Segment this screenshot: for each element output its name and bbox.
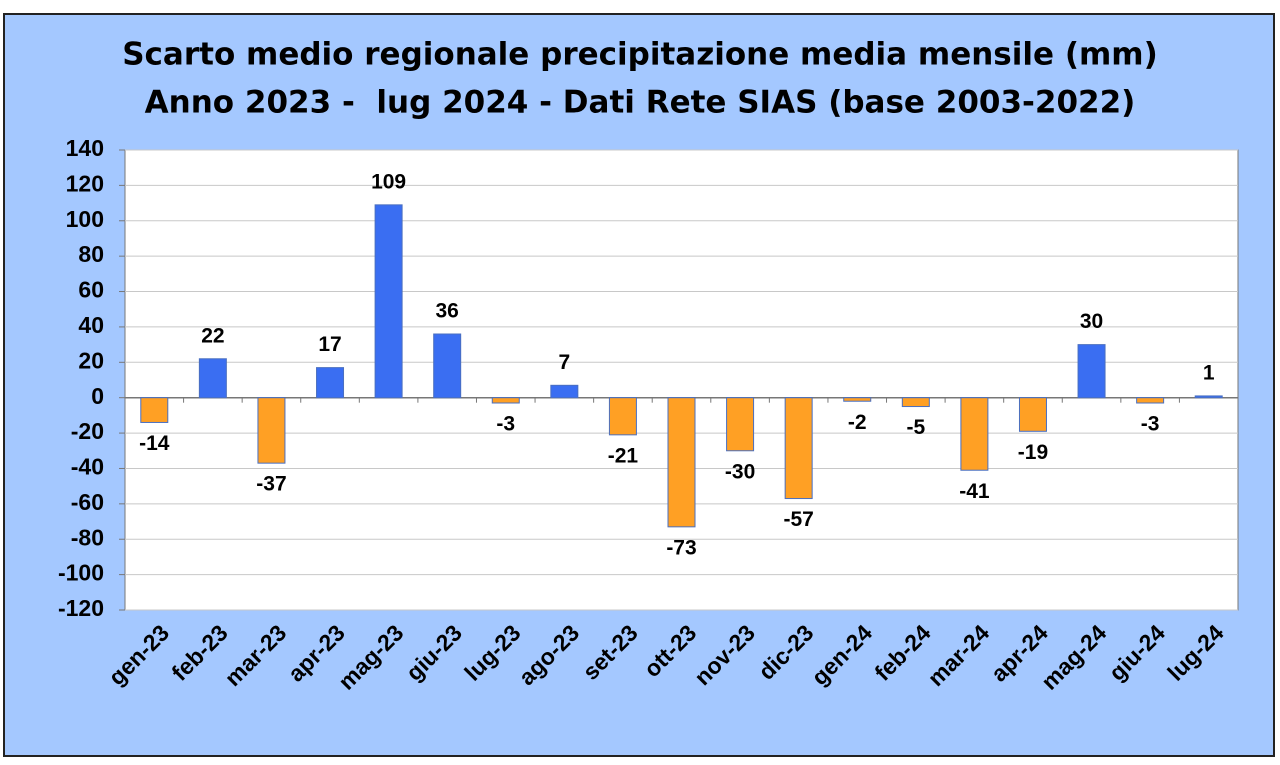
bar xyxy=(901,397,930,408)
data-label: -57 xyxy=(783,508,813,531)
bar xyxy=(784,397,813,500)
data-label: -19 xyxy=(1018,441,1048,464)
y-tick-label: -100 xyxy=(58,560,104,586)
data-label: 36 xyxy=(436,300,459,323)
data-label: -2 xyxy=(848,411,867,434)
bar xyxy=(374,204,403,399)
data-label: 22 xyxy=(201,324,224,347)
bar xyxy=(198,358,227,399)
bar xyxy=(1194,395,1223,399)
data-label: -3 xyxy=(1141,413,1160,436)
y-tick-label: 140 xyxy=(66,135,104,161)
data-label: 17 xyxy=(318,333,341,356)
y-tick-label: -40 xyxy=(71,454,104,480)
bar xyxy=(1136,397,1165,404)
bar xyxy=(1018,397,1047,432)
data-label: 1 xyxy=(1203,361,1215,384)
y-tick-label: -120 xyxy=(58,595,104,621)
bar xyxy=(960,397,989,471)
bar xyxy=(550,384,579,399)
data-label: -73 xyxy=(666,536,696,559)
bar xyxy=(726,397,755,452)
data-label: -14 xyxy=(139,432,170,455)
chart-subtitle: Anno 2023 - lug 2024 - Dati Rete SIAS (b… xyxy=(145,85,1136,121)
bar xyxy=(667,397,696,528)
y-tick-label: -20 xyxy=(71,418,104,444)
y-tick-label: 60 xyxy=(78,277,104,303)
bar xyxy=(433,333,462,399)
data-label: -21 xyxy=(608,444,639,467)
bar xyxy=(316,367,345,399)
y-tick-label: 80 xyxy=(78,241,104,267)
data-label: 109 xyxy=(371,170,406,193)
y-tick-label: 0 xyxy=(91,383,104,409)
bar xyxy=(140,397,169,423)
bar xyxy=(608,397,637,436)
bar xyxy=(257,397,286,464)
y-tick-label: 40 xyxy=(78,312,104,338)
y-tick-label: -80 xyxy=(71,524,104,550)
y-tick-label: 120 xyxy=(66,170,104,196)
bar xyxy=(491,397,520,404)
data-label: 7 xyxy=(558,351,570,374)
data-label: -41 xyxy=(959,480,990,503)
data-label: -5 xyxy=(906,416,925,439)
plot-area xyxy=(124,149,1239,611)
y-tick-label: -60 xyxy=(71,489,104,515)
bar xyxy=(843,397,872,402)
data-label: 30 xyxy=(1080,310,1103,333)
bar xyxy=(1077,344,1106,399)
y-tick-label: 20 xyxy=(78,347,104,373)
data-label: -3 xyxy=(496,413,515,436)
data-label: -37 xyxy=(256,473,286,496)
chart-title: Scarto medio regionale precipitazione me… xyxy=(122,37,1158,73)
y-tick-label: 100 xyxy=(66,206,104,232)
data-label: -30 xyxy=(725,460,755,483)
